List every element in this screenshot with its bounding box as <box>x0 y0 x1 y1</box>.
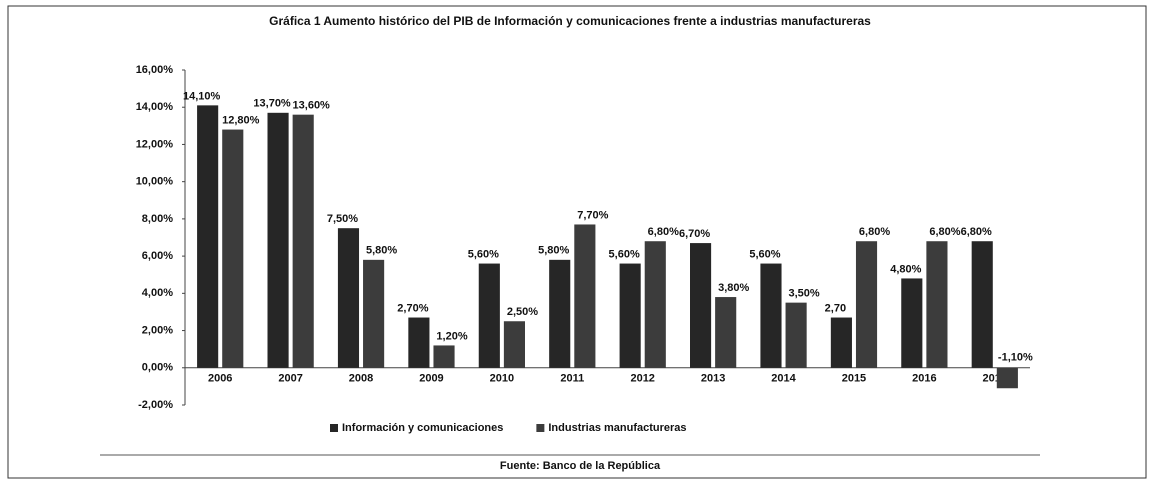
y-tick-label: 10,00% <box>136 176 174 188</box>
bar <box>503 321 525 368</box>
data-label: 5,80% <box>366 245 397 257</box>
data-label: 6,80% <box>648 226 679 238</box>
data-label: 13,70% <box>253 98 291 110</box>
data-label: 14,10% <box>183 90 221 102</box>
y-tick-label: 0,00% <box>142 362 173 374</box>
x-tick-label: 2006 <box>208 373 232 385</box>
x-tick-label: 2015 <box>842 373 866 385</box>
bar <box>901 278 923 368</box>
x-tick-label: 2010 <box>490 373 514 385</box>
y-tick-label: 14,00% <box>136 101 174 113</box>
data-label: 4,80% <box>890 263 921 275</box>
data-label: 7,50% <box>327 213 358 225</box>
x-tick-label: 2011 <box>560 373 584 385</box>
bar <box>549 259 571 368</box>
data-label: 2,70 <box>825 302 846 314</box>
data-label: 5,60% <box>609 248 640 260</box>
bar <box>996 367 1018 389</box>
y-tick-label: 2,00% <box>142 324 173 336</box>
legend-label: Información y comunicaciones <box>342 422 503 434</box>
x-tick-label: 2014 <box>771 373 796 385</box>
bar <box>971 241 993 368</box>
data-label: 6,80% <box>929 226 960 238</box>
bar <box>408 317 430 368</box>
legend-swatch <box>330 424 338 432</box>
bar <box>760 263 782 368</box>
x-tick-label: 2012 <box>630 373 654 385</box>
bar <box>478 263 500 368</box>
x-tick-label: 2016 <box>912 373 936 385</box>
bar <box>785 302 807 368</box>
bar <box>574 224 596 368</box>
data-label: 13,60% <box>293 100 331 112</box>
data-label: 6,80% <box>859 226 890 238</box>
chart-title: Gráfica 1 Aumento histórico del PIB de I… <box>269 14 871 28</box>
data-label: 2,70% <box>397 302 428 314</box>
data-label: 3,80% <box>718 282 749 294</box>
bar <box>363 259 385 368</box>
data-label: 12,80% <box>222 114 260 126</box>
frame <box>7 5 1147 479</box>
bar <box>337 228 360 368</box>
bar <box>292 114 314 368</box>
data-label: 7,70% <box>577 209 608 221</box>
bar <box>222 129 244 368</box>
data-label: 3,50% <box>789 288 820 300</box>
y-tick-label: 4,00% <box>142 287 173 299</box>
bar <box>926 241 948 368</box>
x-tick-label: 2008 <box>349 373 373 385</box>
y-tick-label: 6,00% <box>142 250 173 262</box>
y-tick-label: 12,00% <box>136 138 174 150</box>
bar <box>267 112 289 368</box>
bar <box>830 317 852 368</box>
legend-label: Industrias manufactureras <box>548 422 686 434</box>
data-label: 5,60% <box>468 248 499 260</box>
data-label: 1,20% <box>436 330 467 342</box>
x-tick-label: 2009 <box>419 373 443 385</box>
data-label: 5,80% <box>538 245 569 257</box>
data-label: -1,10% <box>998 352 1033 364</box>
bar <box>619 263 641 368</box>
data-label: 2,50% <box>507 306 538 318</box>
data-label: 6,70% <box>679 228 710 240</box>
bar <box>433 345 455 368</box>
legend-swatch <box>536 424 545 432</box>
x-tick-label: 2007 <box>278 373 302 385</box>
y-tick-label: 8,00% <box>142 213 173 225</box>
bar <box>644 241 666 368</box>
bar <box>690 243 712 368</box>
y-tick-label: -2,00% <box>138 399 173 411</box>
bar <box>855 241 878 368</box>
data-label: 5,60% <box>749 248 780 260</box>
bar <box>197 105 219 368</box>
bar <box>715 297 737 368</box>
source: Fuente: Banco de la República <box>500 460 661 472</box>
data-label: 6,80% <box>961 226 992 238</box>
y-tick-label: 16,00% <box>136 64 174 76</box>
x-tick-label: 2013 <box>701 373 725 385</box>
